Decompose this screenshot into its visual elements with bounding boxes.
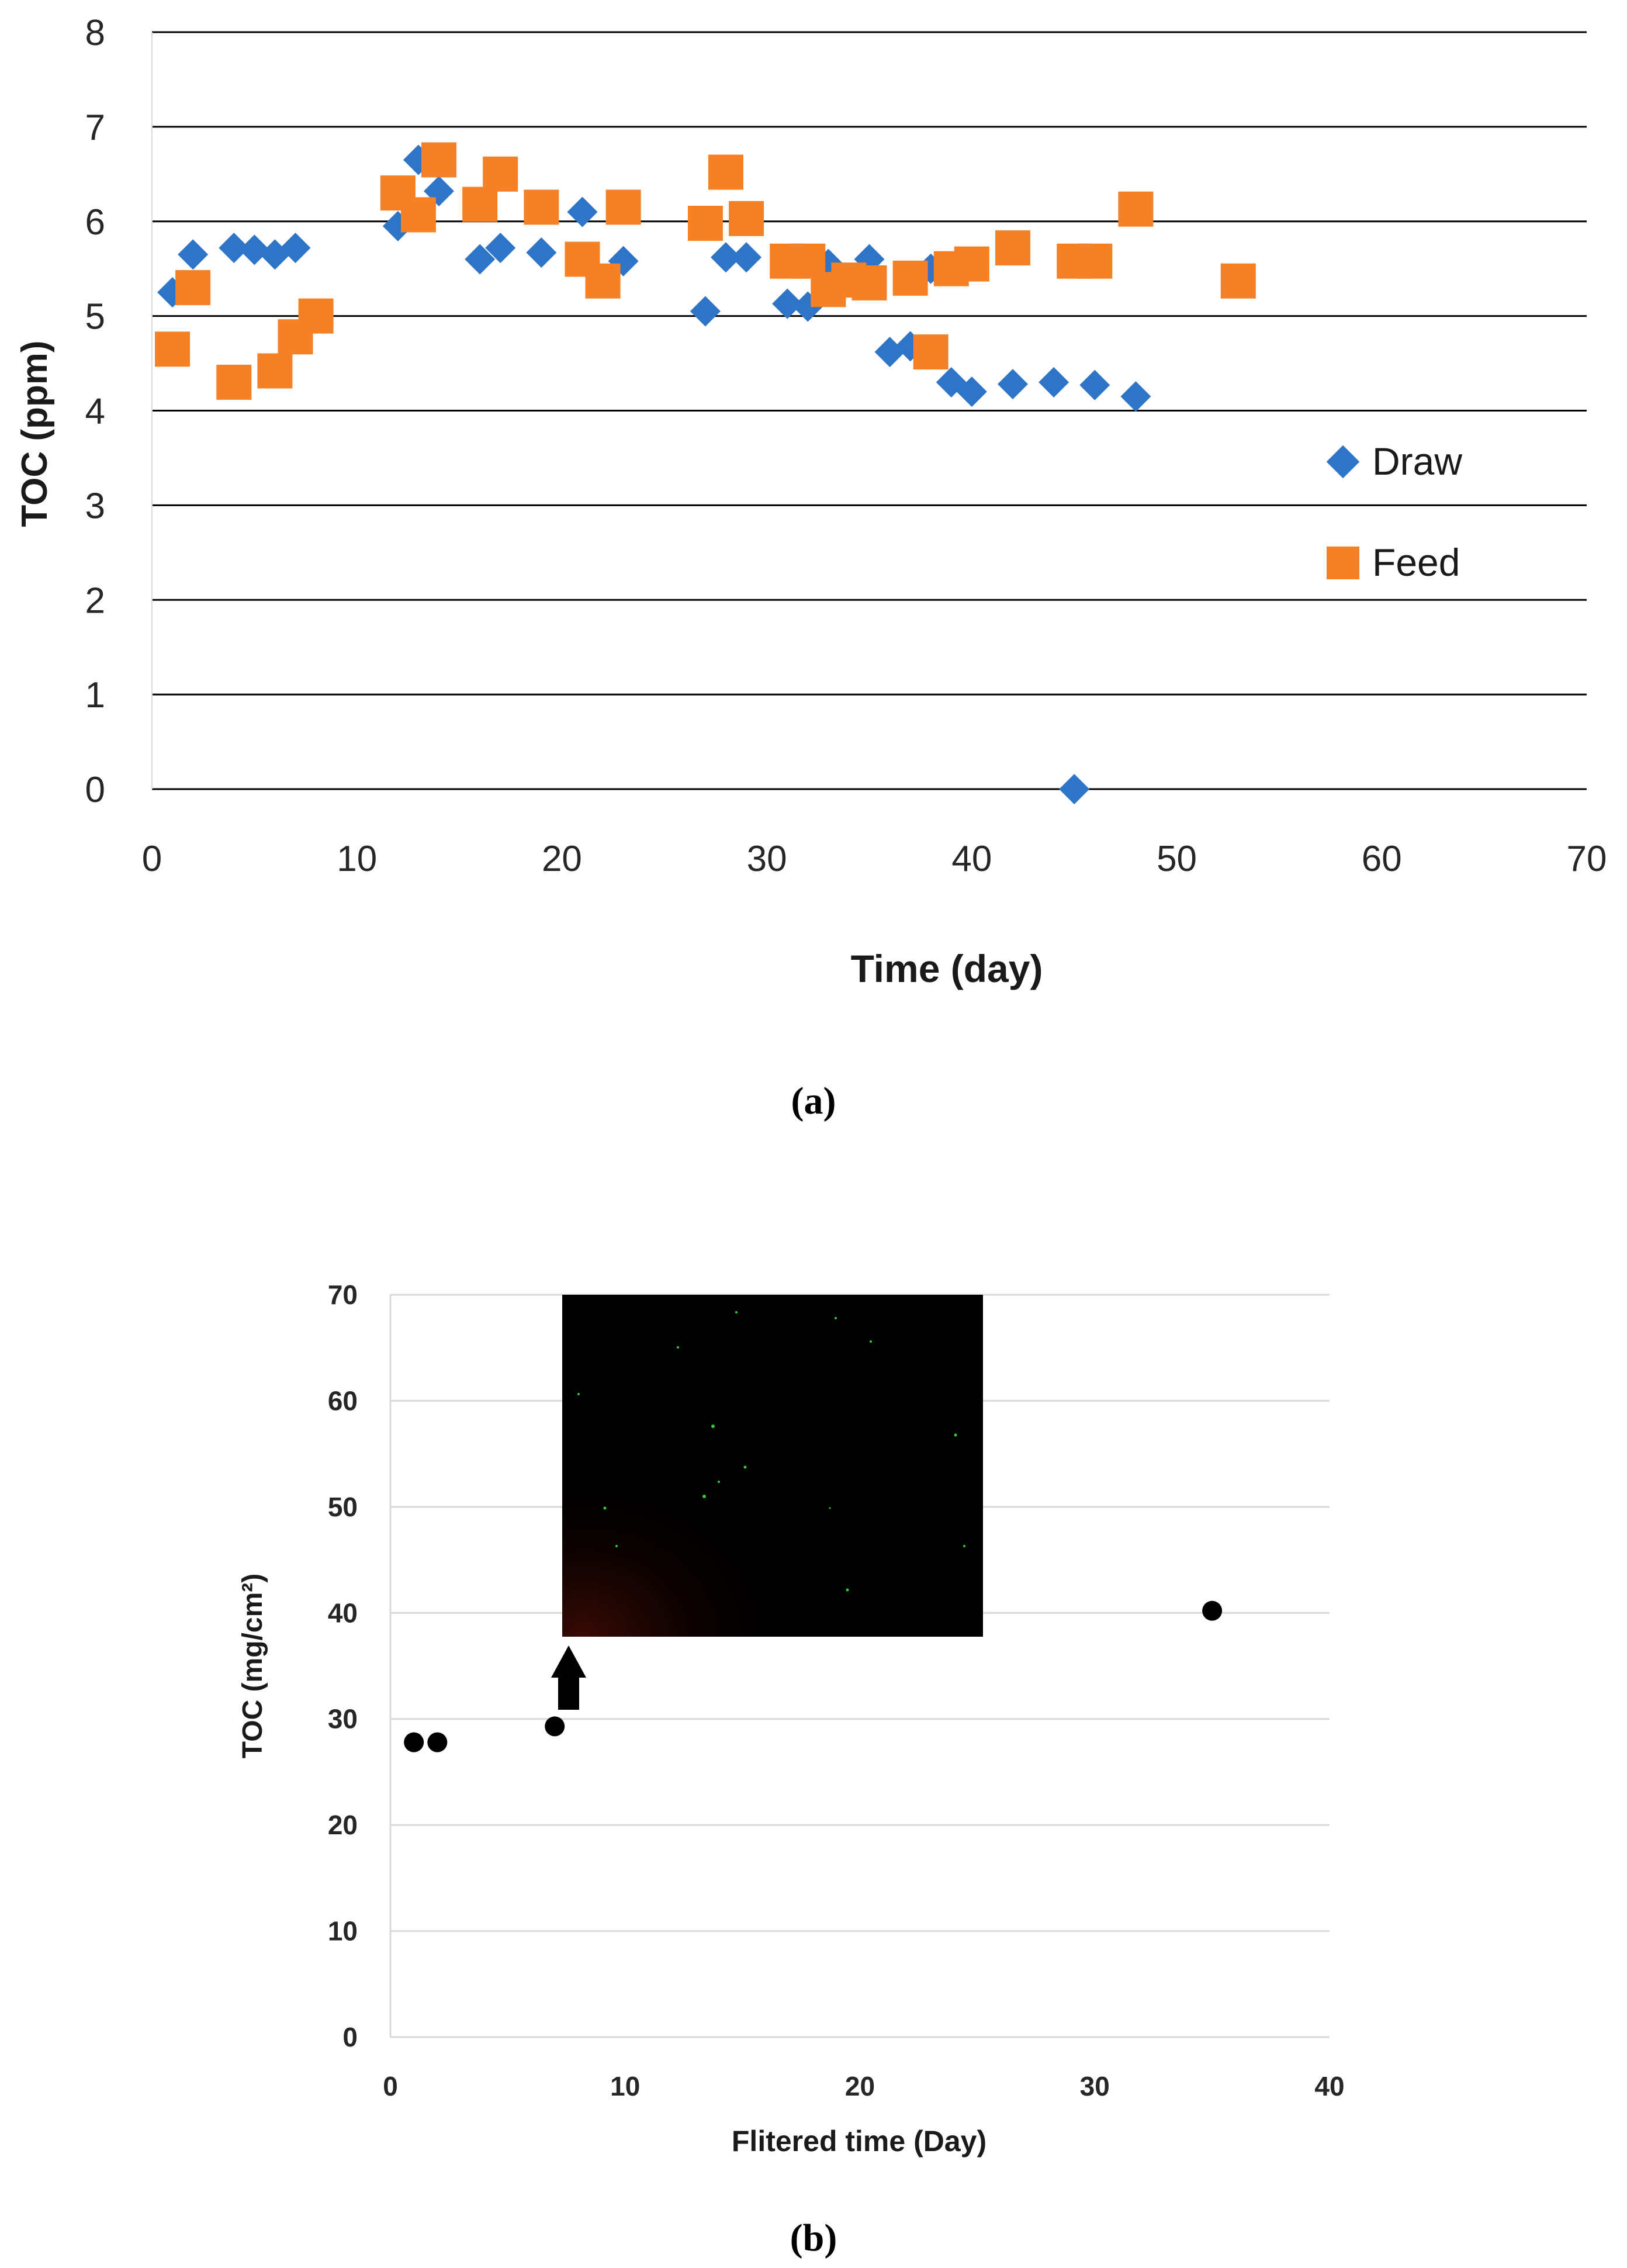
x-tick-label: 30 bbox=[1080, 2071, 1110, 2101]
legend-feed-label: Feed bbox=[1372, 541, 1460, 584]
micrograph-inset bbox=[562, 1295, 983, 1637]
feed-data-point bbox=[729, 200, 764, 236]
x-tick-label: 0 bbox=[142, 839, 162, 879]
feed-data-point bbox=[257, 353, 293, 389]
y-tick-label: 5 bbox=[85, 297, 105, 337]
draw-data-point bbox=[1120, 381, 1151, 412]
legend-draw-marker-icon bbox=[1326, 445, 1360, 479]
draw-data-point bbox=[465, 244, 496, 275]
panel-a-legend: Draw Feed bbox=[1326, 440, 1462, 584]
x-tick-label: 70 bbox=[1567, 839, 1607, 879]
feed-data-point bbox=[1118, 191, 1154, 227]
feed-data-point bbox=[851, 265, 887, 300]
draw-data-point bbox=[526, 237, 557, 268]
x-tick-label: 50 bbox=[1157, 839, 1197, 879]
feed-data-point bbox=[913, 334, 948, 370]
y-tick-label: 3 bbox=[85, 486, 105, 526]
x-tick-label: 10 bbox=[610, 2071, 640, 2101]
toc-data-point bbox=[404, 1732, 424, 1752]
y-tick-label: 10 bbox=[328, 1916, 358, 1947]
feed-data-point bbox=[605, 189, 641, 225]
draw-data-point bbox=[956, 376, 987, 407]
panel-a-x-axis-title: Time (day) bbox=[851, 947, 1043, 990]
toc-data-point bbox=[1202, 1600, 1223, 1621]
panel-a-chart: 0 1 2 3 4 5 6 7 8 0 10 20 30 40 50 60 70 Time (day) TOC… bbox=[15, 13, 1607, 1122]
panel-a-data-points bbox=[155, 142, 1256, 804]
draw-data-point bbox=[567, 196, 598, 227]
draw-data-point bbox=[178, 239, 209, 270]
panel-a-y-axis-title: TOC (ppm) bbox=[15, 340, 55, 527]
draw-data-point bbox=[239, 234, 270, 265]
y-tick-label: 60 bbox=[328, 1385, 358, 1416]
panel-a-x-tick-labels: 0 10 20 30 40 50 60 70 bbox=[142, 839, 1607, 879]
y-tick-label: 30 bbox=[328, 1704, 358, 1734]
draw-data-point bbox=[731, 242, 762, 273]
feed-data-point bbox=[1077, 243, 1113, 279]
feed-data-point bbox=[155, 331, 191, 367]
y-tick-label: 8 bbox=[85, 13, 105, 53]
panel-b-label: (b) bbox=[790, 2217, 837, 2259]
x-tick-label: 20 bbox=[845, 2071, 875, 2101]
draw-data-point bbox=[711, 242, 741, 273]
x-tick-label: 20 bbox=[542, 839, 582, 879]
toc-data-point bbox=[427, 1732, 448, 1752]
feed-data-point bbox=[462, 186, 498, 222]
y-tick-label: 2 bbox=[85, 580, 105, 621]
toc-data-point bbox=[545, 1716, 565, 1737]
draw-data-point bbox=[690, 296, 721, 327]
draw-data-point bbox=[1059, 774, 1090, 804]
feed-data-point bbox=[585, 263, 621, 299]
panel-a-y-tick-labels: 0 1 2 3 4 5 6 7 8 bbox=[85, 13, 105, 810]
y-tick-label: 20 bbox=[328, 1810, 358, 1840]
draw-data-point bbox=[280, 233, 311, 264]
x-tick-label: 30 bbox=[747, 839, 787, 879]
y-tick-label: 7 bbox=[85, 108, 105, 148]
y-tick-label: 70 bbox=[328, 1280, 358, 1310]
panel-b-data-points bbox=[404, 1600, 1223, 1752]
panel-b-chart: 0 10 20 30 40 50 60 70 0 10 20 30 40 bbox=[237, 1280, 1345, 2259]
y-tick-label: 40 bbox=[328, 1598, 358, 1628]
feed-data-point bbox=[687, 205, 723, 241]
feed-data-point bbox=[216, 364, 252, 400]
y-tick-label: 1 bbox=[85, 675, 105, 715]
draw-data-point bbox=[772, 288, 803, 319]
draw-data-point bbox=[485, 233, 516, 264]
x-tick-label: 0 bbox=[383, 2071, 398, 2101]
x-tick-label: 40 bbox=[1314, 2071, 1344, 2101]
feed-data-point bbox=[995, 230, 1030, 266]
panel-b-x-tick-labels: 0 10 20 30 40 bbox=[383, 2071, 1344, 2101]
y-tick-label: 6 bbox=[85, 202, 105, 243]
panel-b-y-tick-labels: 0 10 20 30 40 50 60 70 bbox=[328, 1280, 358, 2052]
feed-data-point bbox=[524, 189, 559, 225]
feed-data-point bbox=[400, 197, 436, 233]
draw-data-point bbox=[219, 233, 250, 264]
feed-data-point bbox=[483, 156, 518, 192]
y-tick-label: 0 bbox=[85, 770, 105, 810]
panel-b-x-axis-title: Flitered time (Day) bbox=[732, 2125, 986, 2158]
feed-data-point bbox=[954, 246, 989, 282]
feed-data-point bbox=[421, 142, 456, 178]
draw-data-point bbox=[1079, 369, 1110, 400]
draw-data-point bbox=[998, 369, 1028, 400]
y-tick-label: 4 bbox=[85, 392, 105, 432]
feed-data-point bbox=[298, 298, 334, 334]
panel-a-label: (a) bbox=[791, 1080, 836, 1122]
y-tick-label: 50 bbox=[328, 1492, 358, 1522]
panel-b-y-axis-title: TOC (mg/cm²) bbox=[237, 1574, 268, 1758]
feed-data-point bbox=[892, 260, 928, 296]
draw-data-point bbox=[1038, 367, 1069, 397]
legend-feed-marker-icon bbox=[1327, 547, 1359, 579]
feed-data-point bbox=[1220, 263, 1256, 299]
feed-data-point bbox=[175, 270, 211, 306]
legend-draw-label: Draw bbox=[1372, 440, 1462, 483]
x-tick-label: 10 bbox=[337, 839, 377, 879]
x-tick-label: 40 bbox=[951, 839, 992, 879]
x-tick-label: 60 bbox=[1362, 839, 1402, 879]
panel-b-gridlines bbox=[389, 1294, 1330, 2038]
inset-pointer-arrow-icon bbox=[551, 1645, 586, 1710]
y-tick-label: 0 bbox=[342, 2022, 358, 2052]
panel-a-gridlines bbox=[151, 31, 1587, 790]
feed-data-point bbox=[708, 154, 743, 190]
